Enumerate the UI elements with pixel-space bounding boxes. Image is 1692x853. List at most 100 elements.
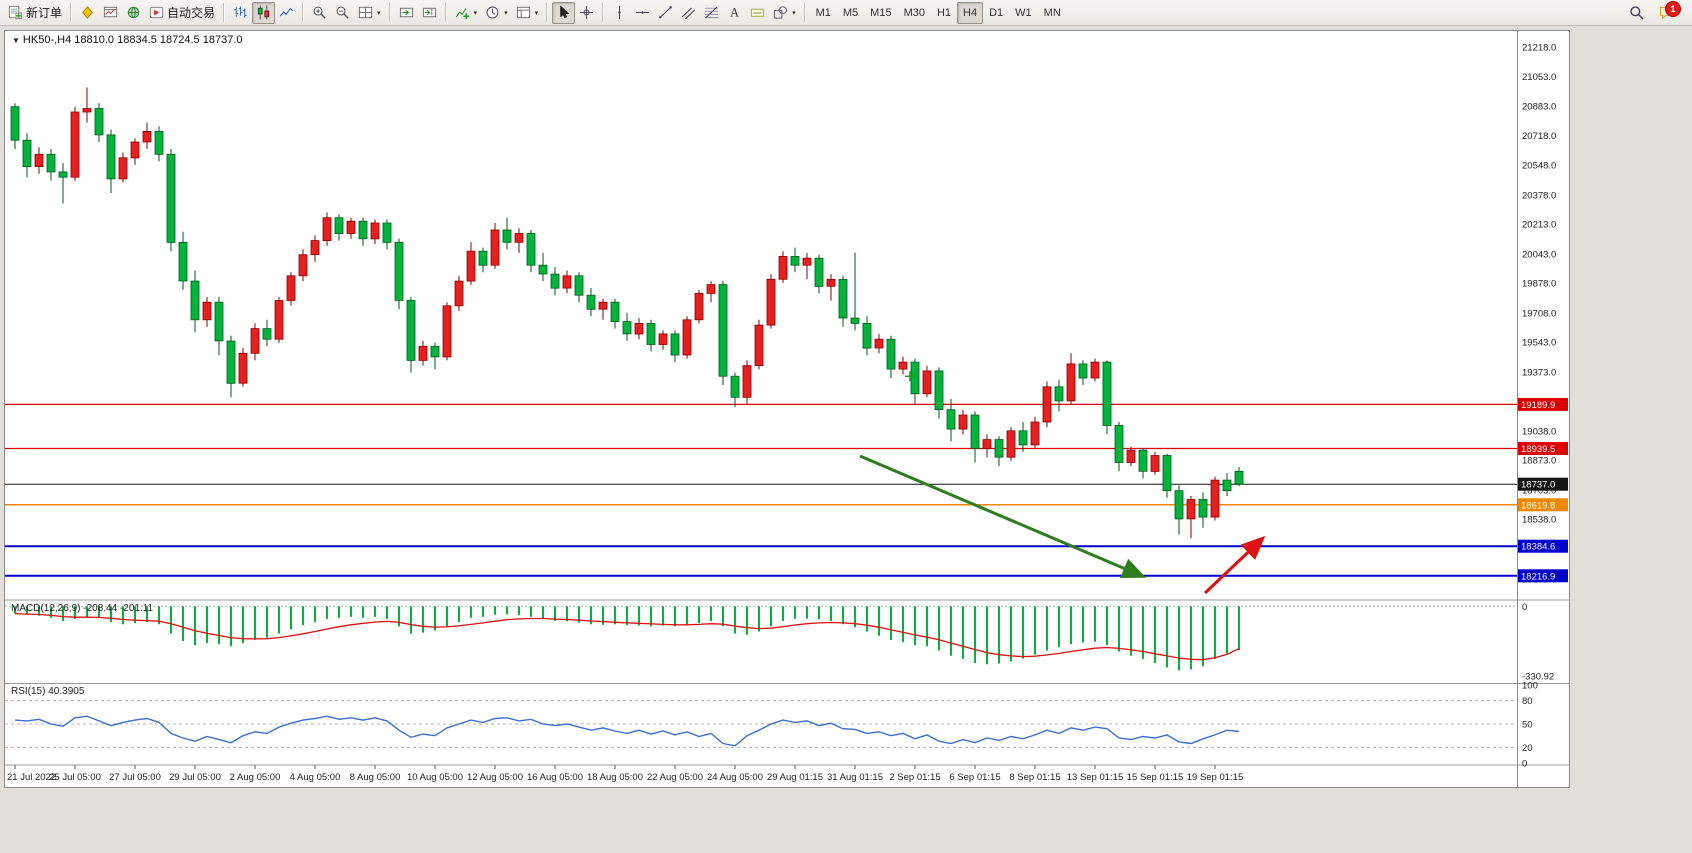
- timeframe-m30-button[interactable]: M30: [898, 2, 931, 24]
- chart-shift-button[interactable]: [418, 2, 441, 24]
- svg-text:19189.9: 19189.9: [1521, 400, 1555, 411]
- tile-windows-button[interactable]: ▾: [354, 2, 385, 24]
- candles-icon: [257, 5, 270, 20]
- svg-text:18939.5: 18939.5: [1521, 444, 1555, 455]
- price-badge: 18216.9: [1518, 569, 1568, 583]
- indicators-icon: [455, 8, 469, 20]
- line-chart-button[interactable]: [275, 2, 298, 24]
- price-tick-label: 20718.0: [1522, 131, 1556, 142]
- autoScroll-icon: [399, 7, 413, 18]
- green-trend-arrow: [859, 454, 1147, 579]
- templates-button[interactable]: ▾: [512, 2, 543, 24]
- rsi-axis-label: 50: [1522, 720, 1533, 731]
- horizontal-line-button[interactable]: [631, 2, 654, 24]
- pane-separators[interactable]: [5, 599, 1569, 766]
- rsi-line: [14, 715, 1240, 747]
- fibonacci-button[interactable]: [700, 2, 723, 24]
- chevron-down-icon: ▾: [792, 9, 796, 17]
- symbols-button[interactable]: [76, 2, 99, 24]
- timeframe-h1-button[interactable]: H1: [931, 2, 957, 24]
- cursor-button[interactable]: [552, 1, 576, 24]
- symbols-icon: [82, 6, 93, 19]
- price-tick-label: 18538.0: [1522, 515, 1556, 526]
- price-axis[interactable]: 21218.0 21053.0 20883.0 20718.0 20548.0 20378…: [1517, 31, 1569, 787]
- svg-text:A: A: [730, 6, 739, 20]
- chevron-down-icon: ▾: [534, 9, 539, 17]
- periods-button[interactable]: ▾: [481, 2, 512, 24]
- new-chart-button[interactable]: [99, 2, 122, 24]
- toolbar-separator: [70, 3, 73, 22]
- crosshair-icon: [579, 5, 594, 20]
- timeframe-h1-button-label: H1: [936, 6, 952, 19]
- shapes-button[interactable]: ▾: [769, 2, 800, 24]
- timeframe-mn-button-label: MN: [1043, 6, 1061, 19]
- indicators-button[interactable]: ▾: [451, 2, 482, 24]
- notification-badge: 1: [1665, 1, 1681, 17]
- notifications-button[interactable]: 1: [1655, 1, 1681, 24]
- trend-arrows[interactable]: [859, 454, 1266, 595]
- date-tick-label: 12 Aug 05:00: [467, 772, 523, 783]
- templates-icon: [516, 6, 530, 19]
- rsi-axis-label: 80: [1522, 696, 1533, 707]
- date-tick-label: 19 Sep 01:15: [1187, 772, 1244, 783]
- timeframe-m5-button-label: M5: [842, 6, 859, 19]
- hline-icon: [635, 11, 650, 14]
- price-tick-label: 19878.0: [1522, 279, 1556, 290]
- date-tick-label: 21 Jul 2022: [7, 772, 56, 783]
- rsi-axis-label: 20: [1522, 743, 1533, 754]
- new-order-button[interactable]: 新订单: [4, 2, 66, 24]
- svg-text:18737.0: 18737.0: [1521, 480, 1555, 491]
- timeframe-m1-button[interactable]: M1: [810, 2, 837, 24]
- bar-chart-button[interactable]: [229, 2, 252, 24]
- date-tick-label: 6 Sep 01:15: [949, 772, 1000, 783]
- toolbar-right-groups: 1: [1625, 1, 1688, 24]
- price-tick-label: 19708.0: [1522, 309, 1556, 320]
- chart-canvas[interactable]: 21218.0 21053.0 20883.0 20718.0 20548.0 20378…: [5, 31, 1569, 787]
- toolbar-separator: [223, 3, 226, 22]
- text-button[interactable]: A: [723, 2, 746, 24]
- search-button[interactable]: [1625, 2, 1648, 24]
- timeframe-m5-button[interactable]: M5: [837, 2, 864, 24]
- auto-scroll-button[interactable]: [395, 2, 418, 24]
- chartShift-icon: [422, 7, 436, 18]
- horizontal-level-lines[interactable]: [5, 403, 1517, 577]
- label-button[interactable]: [746, 2, 769, 24]
- channel-icon: [681, 7, 696, 20]
- crosshair-button[interactable]: [575, 2, 598, 24]
- date-tick-label: 31 Aug 01:15: [827, 772, 883, 783]
- auto-trading-button[interactable]: 自动交易: [145, 2, 219, 24]
- timeframe-mn-button[interactable]: MN: [1038, 2, 1067, 24]
- toolbar-separator: [302, 3, 305, 22]
- trendline-button[interactable]: [654, 2, 677, 24]
- rsi-axis-label: 100: [1522, 681, 1538, 692]
- candlestick-chart-button[interactable]: [252, 1, 276, 24]
- bars-icon: [234, 6, 247, 18]
- price-tick-label: 18703.0: [1522, 486, 1556, 497]
- vertical-line-button[interactable]: [608, 2, 631, 24]
- price-tick-label: 19373.0: [1522, 368, 1556, 379]
- date-tick-label: 2 Aug 05:00: [230, 772, 281, 783]
- timeframe-m15-button[interactable]: M15: [864, 2, 897, 24]
- red-trend-arrow: [1203, 535, 1266, 595]
- timeframe-m15-button-label: M15: [870, 6, 892, 19]
- cross-marker[interactable]: [905, 371, 915, 382]
- fibo-icon: [704, 6, 719, 19]
- price-tick-label: 20548.0: [1522, 161, 1556, 172]
- timeframe-d1-button[interactable]: D1: [983, 2, 1009, 24]
- macd-pane: [5, 605, 1517, 671]
- chart-window[interactable]: 21218.0 21053.0 20883.0 20718.0 20548.0 20378…: [4, 30, 1570, 788]
- cursor-icon: [560, 5, 569, 19]
- timeframe-h4-button[interactable]: H4: [957, 1, 984, 24]
- zoom-in-button[interactable]: [308, 2, 331, 24]
- date-tick-label: 27 Jul 05:00: [109, 772, 161, 783]
- date-tick-label: 8 Aug 05:00: [350, 772, 401, 783]
- channel-button[interactable]: [677, 2, 700, 24]
- zoom-out-button[interactable]: [331, 2, 354, 24]
- timeframe-w1-button[interactable]: W1: [1009, 2, 1038, 24]
- tile-icon: [358, 6, 373, 19]
- toolbar-separator: [444, 3, 447, 22]
- date-tick-label: 18 Aug 05:00: [587, 772, 643, 783]
- toolbar-separator: [388, 3, 391, 22]
- profiles-button[interactable]: [122, 2, 145, 24]
